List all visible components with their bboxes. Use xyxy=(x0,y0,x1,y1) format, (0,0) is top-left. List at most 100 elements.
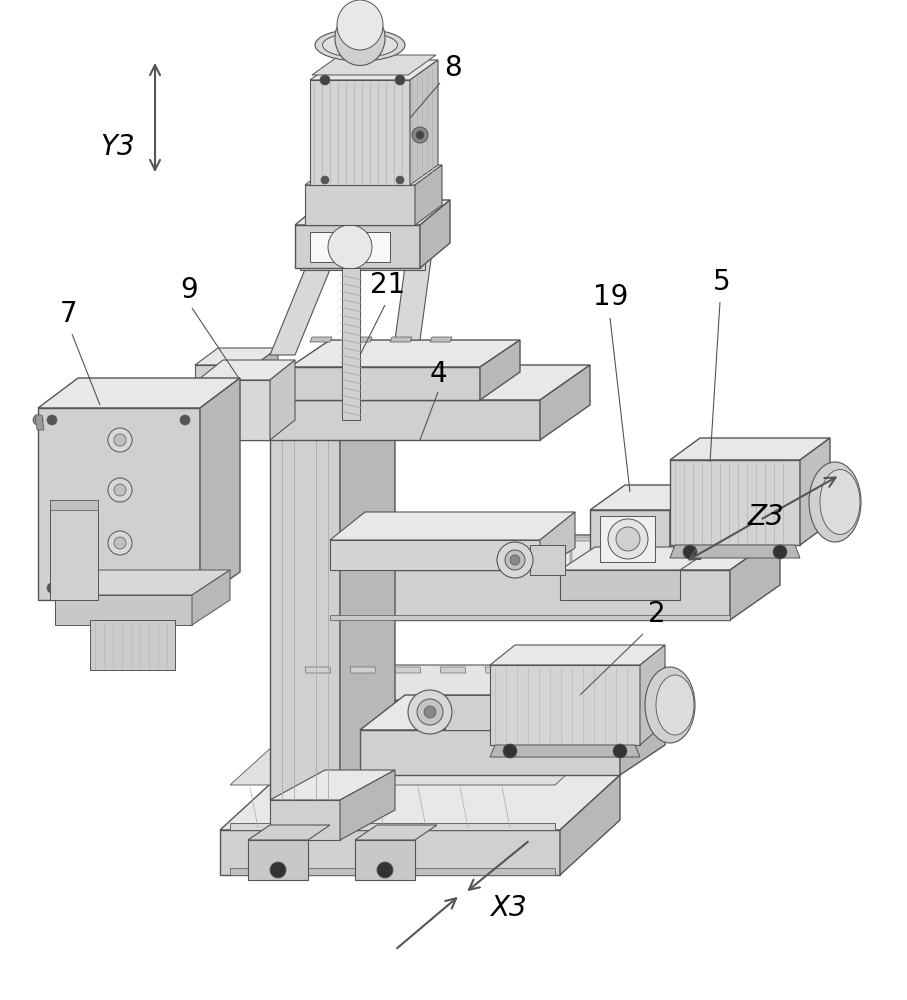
Circle shape xyxy=(424,706,436,718)
Polygon shape xyxy=(560,570,680,600)
Polygon shape xyxy=(330,512,575,540)
Polygon shape xyxy=(360,730,620,775)
Polygon shape xyxy=(220,775,620,830)
Polygon shape xyxy=(300,232,440,248)
Polygon shape xyxy=(280,700,630,735)
Polygon shape xyxy=(640,645,665,745)
Circle shape xyxy=(503,744,517,758)
Polygon shape xyxy=(270,245,340,355)
Circle shape xyxy=(47,583,57,593)
Polygon shape xyxy=(305,165,442,185)
Text: 4: 4 xyxy=(430,360,448,388)
Polygon shape xyxy=(402,537,404,570)
Polygon shape xyxy=(340,770,395,840)
Polygon shape xyxy=(670,485,705,570)
Circle shape xyxy=(417,699,443,725)
Circle shape xyxy=(505,550,525,570)
Text: 2: 2 xyxy=(648,600,666,628)
Circle shape xyxy=(320,75,330,85)
Polygon shape xyxy=(305,667,331,673)
Circle shape xyxy=(497,542,533,578)
Polygon shape xyxy=(300,248,425,270)
Polygon shape xyxy=(355,840,415,880)
Circle shape xyxy=(114,537,126,549)
Polygon shape xyxy=(395,230,435,340)
Circle shape xyxy=(616,527,640,551)
Text: 9: 9 xyxy=(180,276,198,304)
Circle shape xyxy=(412,127,428,143)
Polygon shape xyxy=(350,667,376,673)
Polygon shape xyxy=(570,537,592,541)
Polygon shape xyxy=(220,830,560,875)
Text: 19: 19 xyxy=(593,283,629,311)
Polygon shape xyxy=(342,268,360,420)
Polygon shape xyxy=(195,348,278,365)
Polygon shape xyxy=(310,80,410,185)
Circle shape xyxy=(510,555,520,565)
Polygon shape xyxy=(654,537,656,570)
Polygon shape xyxy=(198,360,295,380)
Polygon shape xyxy=(415,165,442,225)
Circle shape xyxy=(180,583,190,593)
Polygon shape xyxy=(38,408,200,600)
Circle shape xyxy=(108,428,132,452)
Circle shape xyxy=(377,862,393,878)
Polygon shape xyxy=(560,775,620,875)
Polygon shape xyxy=(305,185,415,225)
Polygon shape xyxy=(290,340,520,367)
Polygon shape xyxy=(490,645,665,665)
Circle shape xyxy=(33,415,43,425)
Polygon shape xyxy=(90,620,175,670)
Polygon shape xyxy=(180,365,590,400)
Polygon shape xyxy=(50,500,98,510)
Polygon shape xyxy=(290,367,480,400)
Circle shape xyxy=(396,176,404,184)
Circle shape xyxy=(328,225,372,269)
Polygon shape xyxy=(360,537,382,541)
Polygon shape xyxy=(200,378,240,600)
Ellipse shape xyxy=(820,470,860,534)
Polygon shape xyxy=(430,337,452,342)
Circle shape xyxy=(408,690,452,734)
Polygon shape xyxy=(280,665,665,700)
Text: Z3: Z3 xyxy=(748,503,785,531)
Polygon shape xyxy=(402,537,424,541)
Polygon shape xyxy=(410,60,438,185)
Polygon shape xyxy=(330,535,780,570)
Polygon shape xyxy=(270,420,340,800)
Polygon shape xyxy=(730,535,780,620)
Polygon shape xyxy=(270,800,340,840)
Polygon shape xyxy=(395,667,421,673)
Circle shape xyxy=(683,545,697,559)
Polygon shape xyxy=(270,390,395,420)
Polygon shape xyxy=(360,695,665,730)
Polygon shape xyxy=(310,232,390,262)
Polygon shape xyxy=(540,512,575,570)
Ellipse shape xyxy=(335,10,385,66)
Polygon shape xyxy=(530,545,565,575)
Circle shape xyxy=(114,434,126,446)
Circle shape xyxy=(321,176,329,184)
Circle shape xyxy=(416,131,424,139)
Polygon shape xyxy=(445,695,490,730)
Polygon shape xyxy=(192,570,230,625)
Polygon shape xyxy=(590,485,705,510)
Ellipse shape xyxy=(337,0,383,50)
Polygon shape xyxy=(600,516,655,562)
Ellipse shape xyxy=(315,29,405,61)
Polygon shape xyxy=(654,537,676,541)
Polygon shape xyxy=(230,868,555,875)
Ellipse shape xyxy=(656,675,694,735)
Circle shape xyxy=(608,519,648,559)
Polygon shape xyxy=(350,337,372,342)
Polygon shape xyxy=(528,537,550,541)
Polygon shape xyxy=(486,537,488,570)
Polygon shape xyxy=(800,438,830,545)
Polygon shape xyxy=(50,500,98,600)
Polygon shape xyxy=(270,360,295,440)
Polygon shape xyxy=(180,400,540,440)
Circle shape xyxy=(114,484,126,496)
Ellipse shape xyxy=(323,32,397,57)
Polygon shape xyxy=(312,55,436,75)
Polygon shape xyxy=(480,340,520,400)
